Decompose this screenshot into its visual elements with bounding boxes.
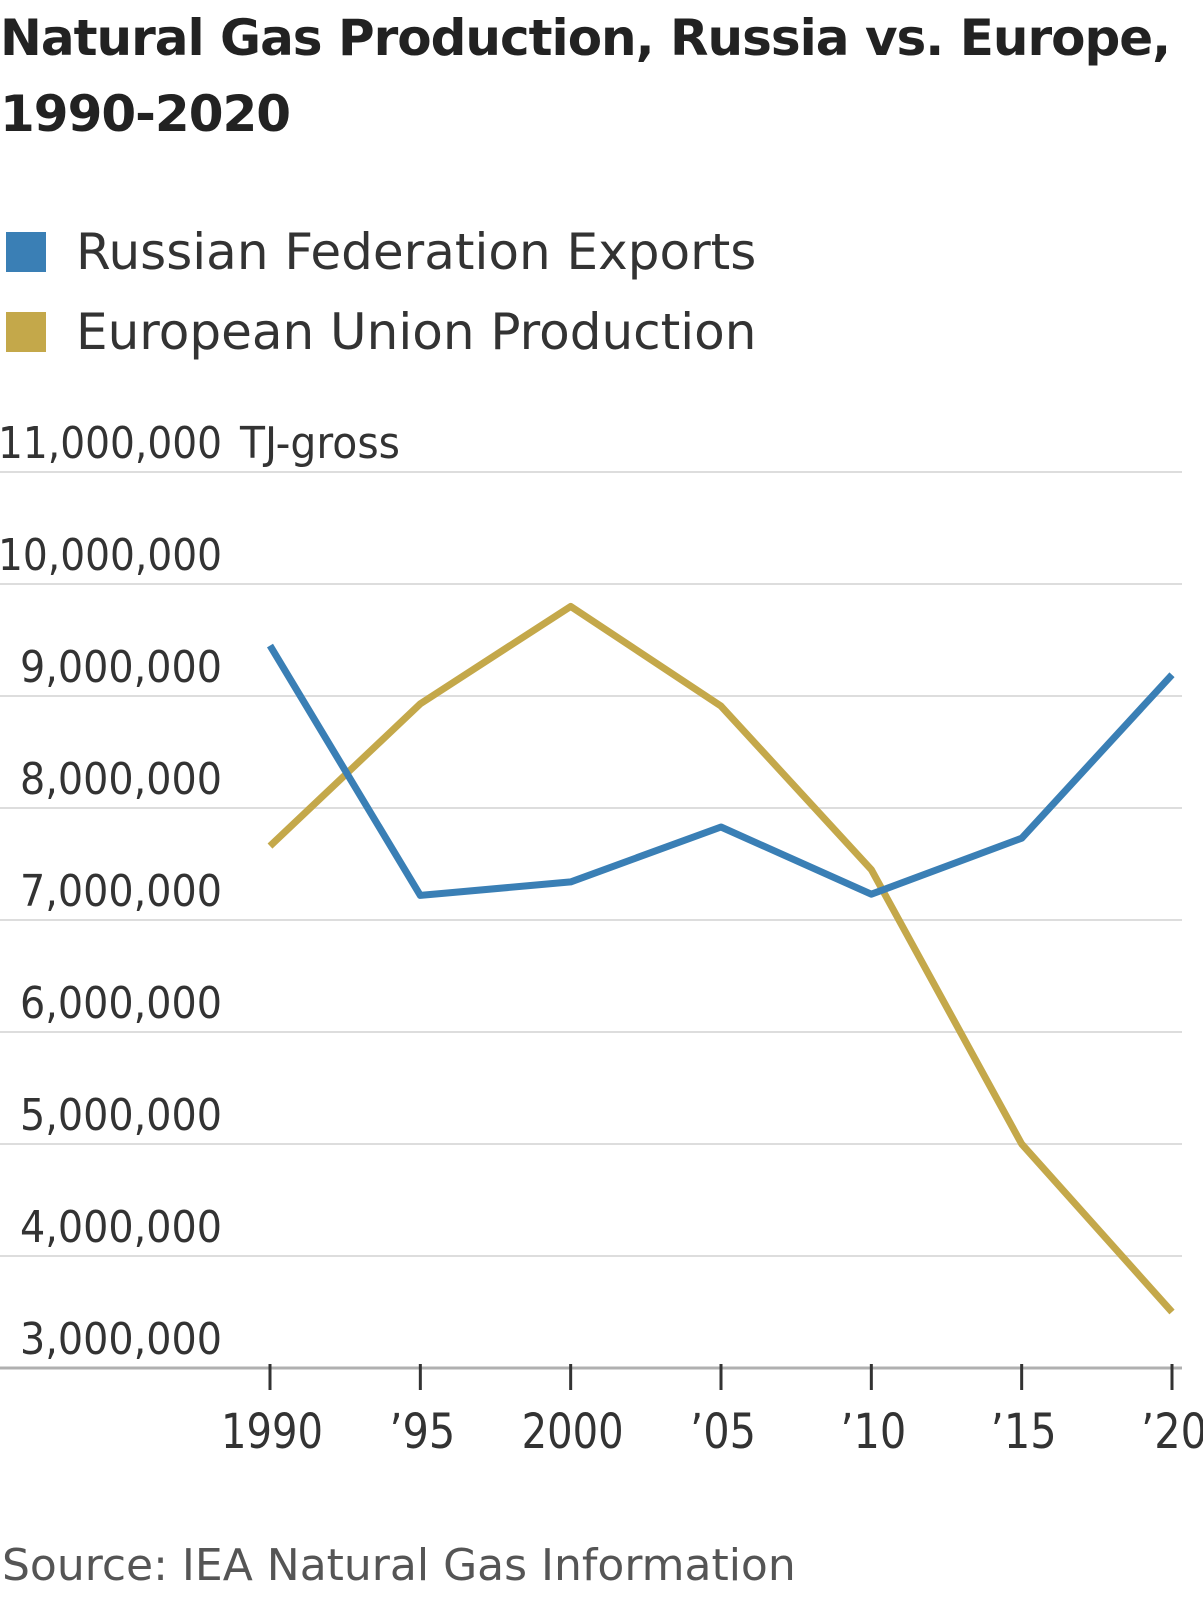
y-tick-label: 11,000,000 [0,418,222,469]
x-tick-label: ’05 [690,1404,756,1460]
x-tick-label: 1990 [221,1404,323,1460]
legend-swatch-eu [6,312,46,352]
legend-swatch-russia [6,232,46,272]
series-line-eu [267,602,1175,1315]
legend: Russian Federation Exports European Unio… [6,212,756,372]
x-tick-label: ’10 [840,1404,906,1460]
x-tick-label: 2000 [522,1404,624,1460]
y-tick-label: 5,000,000 [20,1090,222,1141]
y-tick-label: 10,000,000 [0,530,222,581]
legend-item-eu: European Union Production [6,292,756,372]
x-tick-label: ’20 [1141,1404,1203,1460]
y-tick-label: 9,000,000 [20,642,222,693]
y-tick-label: 6,000,000 [20,978,222,1029]
legend-label-eu: European Union Production [76,303,757,361]
legend-label-russia: Russian Federation Exports [76,223,757,281]
y-unit-label: TJ-gross [239,418,400,469]
y-tick-label: 4,000,000 [20,1202,222,1253]
x-tick-label: ’15 [991,1404,1057,1460]
y-tick-label: 8,000,000 [20,754,222,805]
y-tick-label: 3,000,000 [20,1314,222,1365]
series-line-russia [267,643,1175,899]
chart-title: Natural Gas Production, Russia vs. Europ… [0,9,1171,143]
legend-item-russia: Russian Federation Exports [6,212,756,292]
x-tick-label: ’95 [389,1404,455,1460]
y-tick-label: 7,000,000 [20,866,222,917]
source-note: Source: IEA Natural Gas Information [2,1540,796,1591]
line-chart: 3,000,000 4,000,000 5,000,000 6,000,000 7,00… [0,418,1203,1460]
